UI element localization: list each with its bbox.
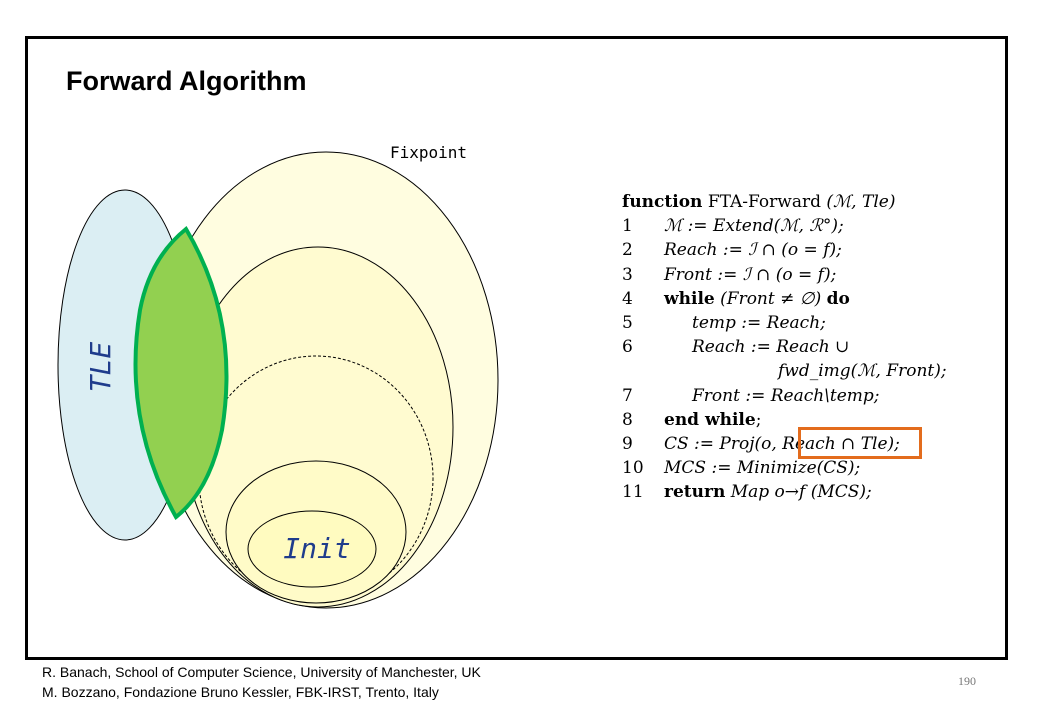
line-code: Front := ℐ ∩ (o = f); bbox=[664, 264, 837, 285]
line-number: 10 bbox=[622, 458, 644, 479]
line-keyword: end while bbox=[664, 409, 756, 430]
footer-line-1: R. Banach, School of Computer Science, U… bbox=[42, 664, 481, 680]
line-number: 4 bbox=[622, 288, 633, 309]
function-keyword: function bbox=[622, 192, 703, 212]
init-label: Init bbox=[283, 532, 350, 565]
line-number: 8 bbox=[622, 409, 633, 430]
line-number: 11 bbox=[622, 482, 644, 503]
line-keyword: do bbox=[826, 288, 850, 309]
line-code: Front := Reach\temp; bbox=[692, 385, 880, 406]
algorithm-line: 8 end while; bbox=[622, 408, 1002, 432]
line-keyword: while bbox=[664, 288, 715, 309]
algorithm-line: 6 Reach := Reach ∪ bbox=[622, 335, 1002, 359]
line-number: 9 bbox=[622, 433, 633, 454]
line-keyword: return bbox=[664, 482, 726, 503]
algorithm-line: 1 ℳ := Extend(ℳ, ℛ°); bbox=[622, 214, 1002, 238]
line-code: (Front ≠ ∅) bbox=[720, 288, 822, 309]
line-code: ℳ := Extend(ℳ, ℛ°); bbox=[664, 216, 844, 237]
intersection-region bbox=[133, 225, 229, 521]
slide-title: Forward Algorithm bbox=[66, 66, 307, 96]
line-code: ; bbox=[755, 409, 762, 430]
algorithm-header: function FTA-Forward (ℳ, Tle) bbox=[622, 190, 1002, 214]
footer-credits: R. Banach, School of Computer Science, U… bbox=[42, 662, 481, 702]
line-code: fwd_img(ℳ, Front); bbox=[778, 361, 947, 382]
footer-line-2: M. Bozzano, Fondazione Bruno Kessler, FB… bbox=[42, 684, 439, 700]
function-name: FTA-Forward bbox=[707, 192, 821, 212]
line-code: Reach := Reach ∪ bbox=[692, 337, 850, 358]
algorithm-line: 9 CS := Proj(o, Reach ∩ Tle); bbox=[622, 432, 1002, 456]
fixpoint-label: Fixpoint bbox=[390, 143, 467, 162]
line-number: 3 bbox=[622, 264, 633, 285]
algorithm-line: 4 while (Front ≠ ∅) do bbox=[622, 287, 1002, 311]
line-number: 2 bbox=[622, 240, 633, 261]
tle-label: TLE bbox=[84, 342, 117, 393]
function-args: (ℳ, Tle) bbox=[826, 192, 896, 212]
algorithm-line-continuation: fwd_img(ℳ, Front); bbox=[622, 359, 1002, 383]
algorithm-listing: function FTA-Forward (ℳ, Tle) 1 ℳ := Exte… bbox=[622, 190, 1002, 504]
algorithm-line: 5 temp := Reach; bbox=[622, 311, 1002, 335]
algorithm-line: 3 Front := ℐ ∩ (o = f); bbox=[622, 263, 1002, 287]
init-region bbox=[247, 510, 377, 588]
algorithm-line: 7 Front := Reach\temp; bbox=[622, 384, 1002, 408]
line-number: 5 bbox=[622, 312, 633, 333]
line-code: CS := Proj(o, Reach ∩ Tle); bbox=[664, 433, 900, 454]
line-code: Map o→f (MCS); bbox=[730, 482, 872, 503]
algorithm-line: 11 return Map o→f (MCS); bbox=[622, 480, 1002, 504]
line-code: MCS := Minimize(CS); bbox=[664, 458, 861, 479]
line-number: 6 bbox=[622, 337, 633, 358]
highlight-box bbox=[798, 427, 922, 459]
algorithm-line: 2 Reach := ℐ ∩ (o = f); bbox=[622, 238, 1002, 262]
algorithm-line: 10 MCS := Minimize(CS); bbox=[622, 456, 1002, 480]
page-number: 190 bbox=[958, 674, 976, 688]
line-number: 7 bbox=[622, 385, 633, 406]
line-number: 1 bbox=[622, 216, 633, 237]
line-code: temp := Reach; bbox=[692, 312, 826, 333]
line-code: Reach := ℐ ∩ (o = f); bbox=[664, 240, 842, 261]
